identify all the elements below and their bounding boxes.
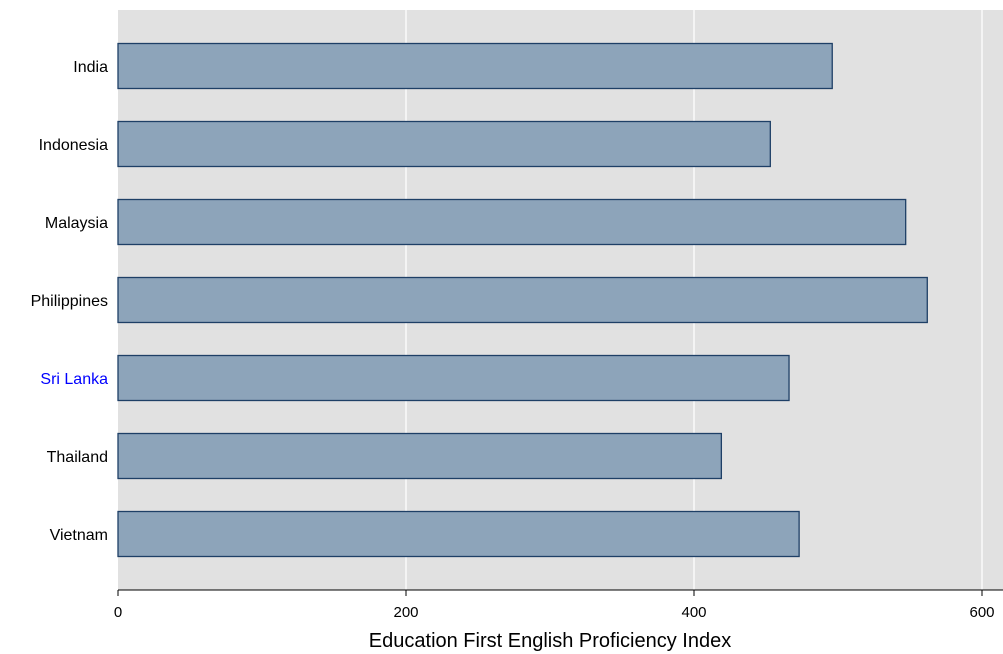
bar-indonesia	[117, 120, 771, 168]
x-tick-label-0: 0	[114, 604, 122, 621]
bars	[117, 42, 928, 558]
bar-philippines	[117, 276, 928, 324]
x-tick-label-200: 200	[393, 604, 418, 621]
category-label-sri-lanka: Sri Lanka	[40, 371, 108, 388]
category-labels: India Indonesia Malaysia Philippines Sri Lan…	[31, 59, 108, 544]
category-label-india: India	[73, 59, 108, 76]
x-tick-label-600: 600	[969, 604, 994, 621]
x-axis-title: Education First English Proficiency Inde…	[369, 630, 731, 652]
bar-vietnam	[117, 510, 800, 558]
bar-malaysia	[117, 198, 907, 246]
bar-sri-lanka	[117, 354, 790, 402]
category-label-malaysia: Malaysia	[45, 215, 108, 232]
bar-india	[117, 42, 833, 90]
category-label-vietnam: Vietnam	[50, 527, 108, 544]
x-axis-ticks: 0 200 400 600	[114, 590, 995, 621]
category-label-thailand: Thailand	[47, 449, 108, 466]
bar-thailand	[117, 432, 723, 480]
category-label-philippines: Philippines	[31, 293, 108, 310]
x-tick-label-400: 400	[681, 604, 706, 621]
category-label-indonesia: Indonesia	[39, 137, 108, 154]
